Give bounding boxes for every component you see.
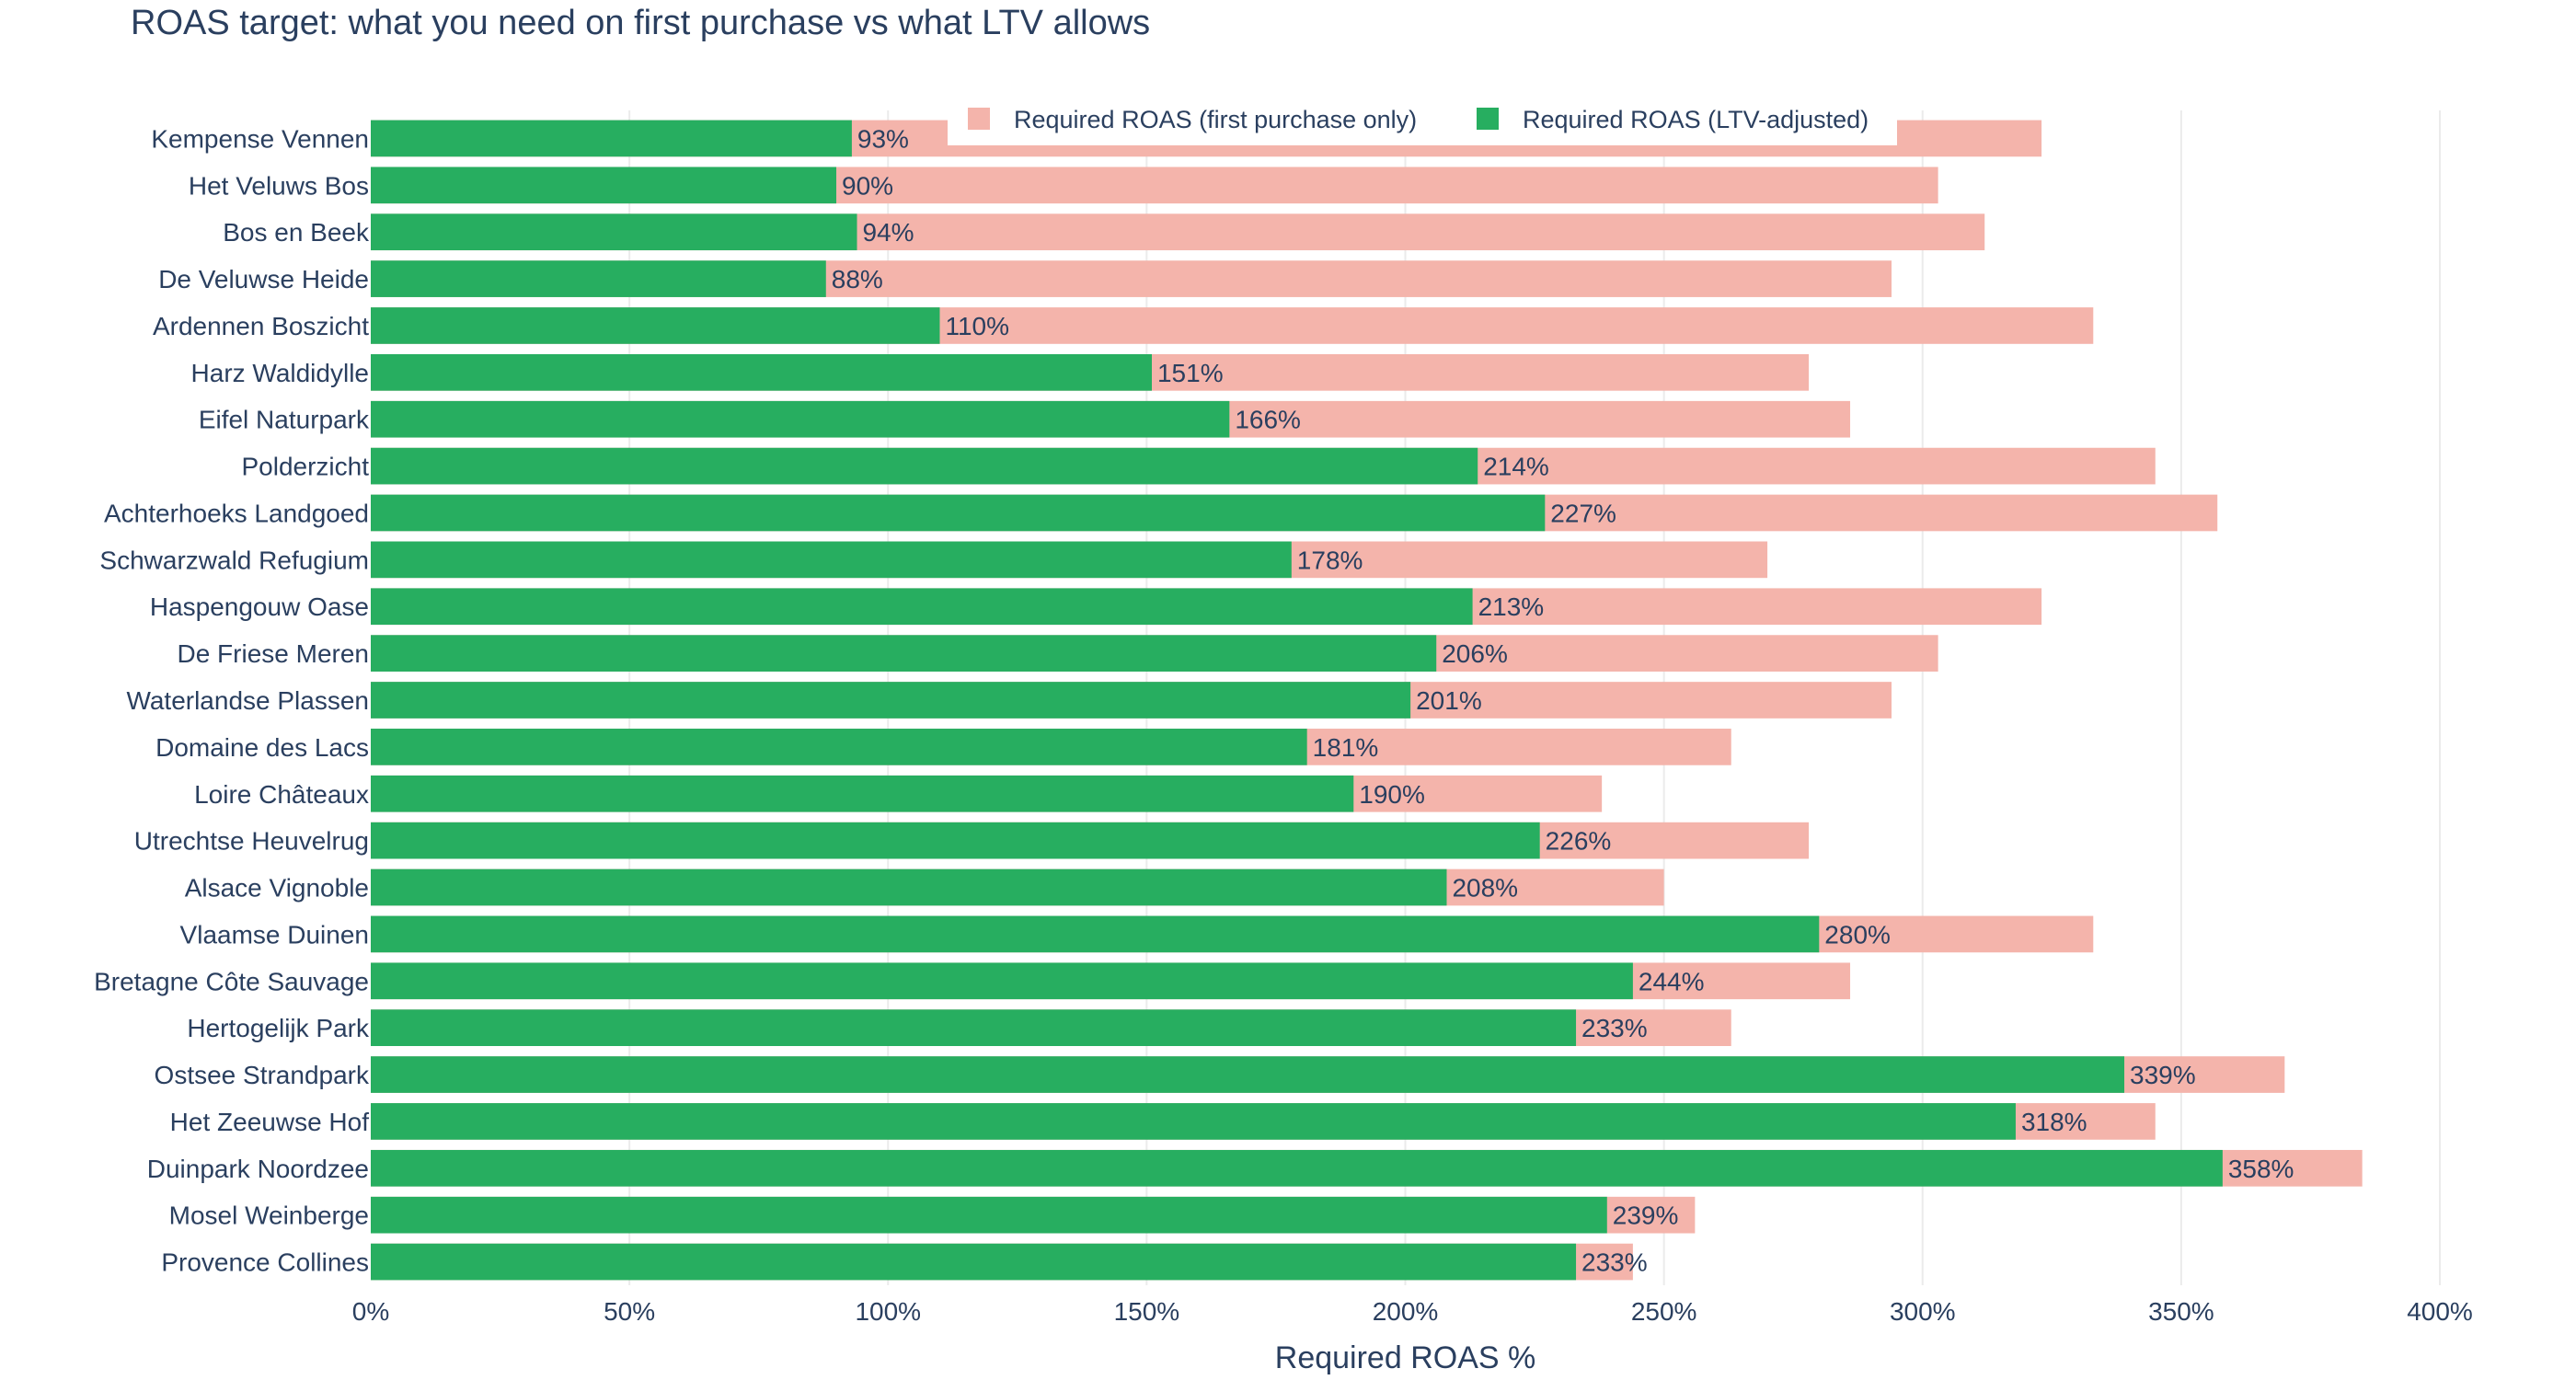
- axes: 0% 50% 100% 150% 200% 250% 300% 350% 400% Kempens…: [94, 124, 2473, 1375]
- bar-ltv-adjusted-het-veluws-bos: [371, 167, 837, 204]
- category-label-achterhoeks-landgoed: Achterhoeks Landgoed: [104, 499, 369, 527]
- data-label-polderzicht: 214%: [1483, 453, 1549, 481]
- bar-ltv-adjusted-utrechtse-heuvelrug: [371, 822, 1540, 859]
- category-label-het-zeeuwse-hof: Het Zeeuwse Hof: [170, 1108, 370, 1136]
- data-label-alsace-vignoble: 208%: [1452, 874, 1518, 903]
- category-label-utrechtse-heuvelrug: Utrechtse Heuvelrug: [134, 827, 369, 856]
- data-label-waterlandse-plassen: 201%: [1416, 686, 1482, 715]
- data-label-loire-chateaux: 190%: [1359, 780, 1425, 809]
- category-label-loire-chateaux: Loire Châteaux: [194, 780, 369, 809]
- category-label-alsace-vignoble: Alsace Vignoble: [185, 874, 369, 903]
- bar-ltv-adjusted-de-veluwse-heide: [371, 260, 826, 297]
- x-tick-label-200: 200%: [1373, 1297, 1439, 1326]
- data-label-domaine-des-lacs: 181%: [1313, 733, 1379, 762]
- category-label-ardennen-boszicht: Ardennen Boszicht: [153, 312, 369, 340]
- bar-ltv-adjusted-schwarzwald-refugium: [371, 541, 1292, 579]
- bar-ltv-adjusted-waterlandse-plassen: [371, 682, 1411, 719]
- category-label-waterlandse-plassen: Waterlandse Plassen: [126, 686, 369, 715]
- bar-ltv-adjusted-kempense-vennen: [371, 120, 852, 157]
- bar-ltv-adjusted-mosel-weinberge: [371, 1196, 1607, 1234]
- data-label-de-friese-meren: 206%: [1442, 639, 1508, 668]
- data-label-schwarzwald-refugium: 178%: [1297, 546, 1363, 574]
- data-label-bos-en-beek: 94%: [863, 218, 914, 247]
- x-tick-label-300: 300%: [1890, 1297, 1956, 1326]
- legend-background: [948, 98, 1897, 145]
- category-label-harz-waldidylle: Harz Waldidylle: [191, 359, 369, 387]
- bar-ltv-adjusted-provence-collines: [371, 1243, 1577, 1281]
- data-label-ostsee-strandpark: 339%: [2130, 1061, 2196, 1089]
- bar-ltv-adjusted-ostsee-strandpark: [371, 1056, 2125, 1093]
- category-label-ostsee-strandpark: Ostsee Strandpark: [155, 1061, 370, 1089]
- legend-swatch-ltv-adjusted[interactable]: [1477, 108, 1499, 130]
- data-label-het-zeeuwse-hof: 318%: [2021, 1108, 2087, 1136]
- legend[interactable]: Required ROAS (first purchase only) Requi…: [948, 98, 1897, 145]
- x-tick-label-400: 400%: [2407, 1297, 2473, 1326]
- data-label-provence-collines: 233%: [1581, 1248, 1648, 1277]
- data-label-ardennen-boszicht: 110%: [945, 312, 1009, 340]
- bar-ltv-adjusted-eifel-naturpark: [371, 400, 1230, 438]
- data-label-vlaamse-duinen: 280%: [1824, 920, 1891, 949]
- bar-ltv-adjusted-bos-en-beek: [371, 213, 857, 251]
- x-tick-label-100: 100%: [855, 1297, 921, 1326]
- data-label-duinpark-noordzee: 358%: [2228, 1155, 2294, 1183]
- data-label-utrechtse-heuvelrug: 226%: [1546, 827, 1612, 856]
- category-label-domaine-des-lacs: Domaine des Lacs: [155, 733, 369, 762]
- legend-label-first-purchase[interactable]: Required ROAS (first purchase only): [1014, 106, 1417, 133]
- bar-ltv-adjusted-polderzicht: [371, 447, 1478, 485]
- category-label-kempense-vennen: Kempense Vennen: [151, 124, 369, 153]
- category-label-eifel-naturpark: Eifel Naturpark: [199, 406, 370, 434]
- x-tick-label-250: 250%: [1631, 1297, 1697, 1326]
- category-label-de-veluwse-heide: De Veluwse Heide: [158, 265, 369, 293]
- bar-ltv-adjusted-ardennen-boszicht: [371, 307, 940, 344]
- data-label-de-veluwse-heide: 88%: [832, 265, 883, 293]
- chart-title: ROAS target: what you need on first purc…: [131, 4, 1151, 42]
- category-label-hertogelijk-park: Hertogelijk Park: [187, 1014, 370, 1042]
- category-label-haspengouw-oase: Haspengouw Oase: [150, 592, 369, 621]
- bars: [371, 120, 2363, 1281]
- bar-ltv-adjusted-achterhoeks-landgoed: [371, 494, 1546, 532]
- data-label-het-veluws-bos: 90%: [842, 171, 893, 200]
- category-label-vlaamse-duinen: Vlaamse Duinen: [180, 920, 369, 949]
- category-label-schwarzwald-refugium: Schwarzwald Refugium: [99, 546, 369, 574]
- data-label-kempense-vennen: 93%: [857, 124, 909, 153]
- legend-swatch-first-purchase[interactable]: [968, 108, 990, 130]
- data-label-haspengouw-oase: 213%: [1478, 592, 1545, 621]
- data-label-eifel-naturpark: 166%: [1235, 406, 1301, 434]
- data-label-achterhoeks-landgoed: 227%: [1550, 499, 1616, 527]
- bar-ltv-adjusted-de-friese-meren: [371, 635, 1437, 672]
- data-label-bretagne-cote-sauvage: 244%: [1639, 967, 1705, 995]
- bar-ltv-adjusted-bretagne-cote-sauvage: [371, 962, 1633, 1000]
- category-label-polderzicht: Polderzicht: [241, 453, 369, 481]
- x-tick-label-50: 50%: [604, 1297, 655, 1326]
- data-labels: 93% 90% 94% 88% 110% 151% 166% 214%227% 178% 213%…: [832, 124, 2294, 1276]
- bar-ltv-adjusted-loire-chateaux: [371, 775, 1354, 812]
- bar-ltv-adjusted-haspengouw-oase: [371, 588, 1473, 626]
- legend-label-ltv-adjusted[interactable]: Required ROAS (LTV-adjusted): [1523, 106, 1869, 133]
- data-label-hertogelijk-park: 233%: [1581, 1014, 1648, 1042]
- category-label-bos-en-beek: Bos en Beek: [223, 218, 370, 247]
- data-label-harz-waldidylle: 151%: [1157, 359, 1224, 387]
- bar-ltv-adjusted-alsace-vignoble: [371, 868, 1447, 906]
- x-tick-label-150: 150%: [1114, 1297, 1180, 1326]
- category-label-mosel-weinberge: Mosel Weinberge: [169, 1202, 369, 1230]
- x-tick-label-0: 0%: [352, 1297, 389, 1326]
- bar-ltv-adjusted-domaine-des-lacs: [371, 729, 1307, 765]
- bar-ltv-adjusted-het-zeeuwse-hof: [371, 1103, 2016, 1140]
- bar-ltv-adjusted-harz-waldidylle: [371, 353, 1152, 391]
- bar-ltv-adjusted-vlaamse-duinen: [371, 915, 1820, 953]
- bar-ltv-adjusted-hertogelijk-park: [371, 1009, 1577, 1047]
- category-label-duinpark-noordzee: Duinpark Noordzee: [147, 1155, 369, 1183]
- category-label-de-friese-meren: De Friese Meren: [177, 639, 369, 668]
- category-label-provence-collines: Provence Collines: [161, 1248, 369, 1277]
- bar-ltv-adjusted-duinpark-noordzee: [371, 1149, 2223, 1187]
- category-label-bretagne-cote-sauvage: Bretagne Côte Sauvage: [94, 967, 369, 995]
- x-axis-title: Required ROAS %: [1275, 1340, 1535, 1375]
- category-label-het-veluws-bos: Het Veluws Bos: [189, 171, 369, 200]
- x-tick-label-350: 350%: [2148, 1297, 2214, 1326]
- data-label-mosel-weinberge: 239%: [1613, 1202, 1679, 1230]
